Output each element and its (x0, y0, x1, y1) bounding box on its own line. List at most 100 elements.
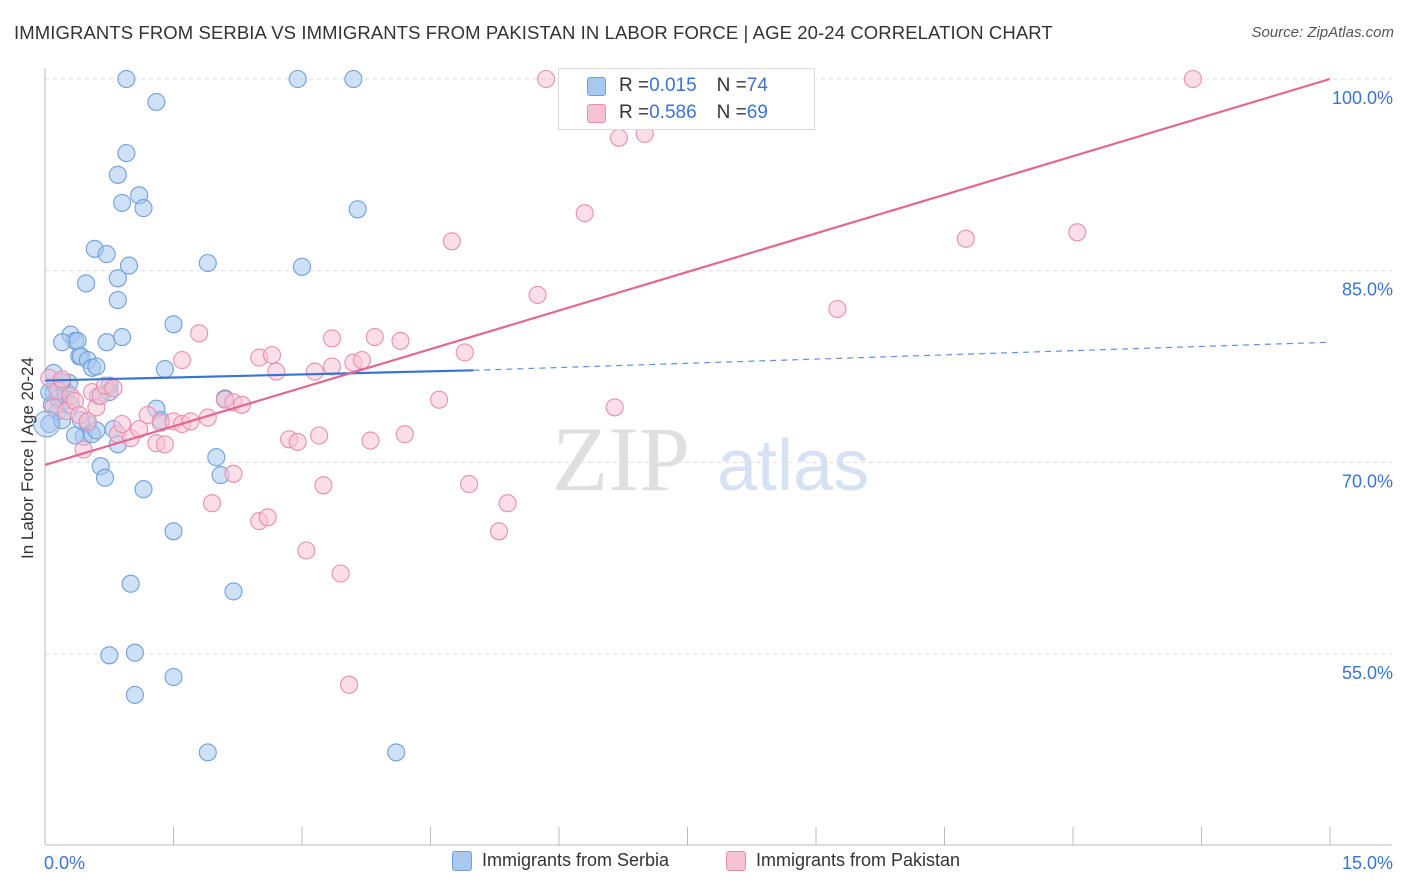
point-serbia (164, 315, 183, 334)
point-pakistan (203, 494, 222, 513)
point-pakistan (258, 508, 277, 527)
point-serbia (224, 582, 243, 601)
point-serbia (198, 253, 217, 273)
point-serbia (113, 193, 132, 212)
point-pakistan (489, 522, 509, 541)
trend-line-pakistan (44, 77, 1331, 466)
point-serbia (147, 92, 166, 112)
axes (44, 68, 1392, 846)
source-credit: Source: ZipAtlas.com (1251, 24, 1394, 41)
point-pakistan (340, 675, 359, 694)
point-serbia (207, 448, 226, 467)
point-serbia (87, 357, 106, 376)
point-serbia (387, 743, 406, 762)
point-serbia (97, 333, 116, 352)
y-tick-label: 85.0% (1342, 280, 1393, 300)
legend-item-pakistan[interactable]: Immigrants from Pakistan (726, 850, 960, 871)
legend-swatch-pakistan (726, 850, 746, 871)
point-serbia-cluster (33, 410, 61, 438)
x-tick-label: 15.0% (1342, 853, 1393, 873)
point-pakistan (288, 432, 307, 451)
y-tick-label: 70.0% (1342, 471, 1393, 491)
point-serbia (125, 685, 144, 704)
point-pakistan (609, 128, 629, 147)
point-pakistan (322, 329, 342, 348)
point-pakistan (113, 414, 132, 434)
legend-swatch-serbia (587, 77, 606, 96)
point-serbia (95, 468, 115, 487)
point-serbia (108, 165, 127, 184)
point-serbia (100, 646, 119, 665)
point-serbia (65, 426, 85, 445)
point-pakistan (173, 351, 192, 370)
n-label: N = (716, 102, 747, 123)
series-legend: Immigrants from Serbia Immigrants from P… (0, 850, 1406, 878)
point-pakistan (262, 345, 282, 365)
point-pakistan (297, 541, 316, 560)
n-value: 74 (746, 75, 768, 96)
gridlines (45, 78, 1392, 655)
point-serbia (68, 331, 87, 350)
r-value: 0.015 (649, 75, 697, 96)
point-serbia (348, 200, 367, 219)
y-tick-label: 55.0% (1342, 663, 1393, 683)
point-serbia (108, 291, 127, 310)
watermark-zip: ZIP (552, 408, 690, 510)
point-pakistan (1068, 223, 1087, 242)
point-serbia (113, 328, 132, 347)
n-label: N = (716, 75, 747, 96)
point-pakistan (322, 357, 342, 376)
point-pakistan (1183, 69, 1202, 89)
point-pakistan (314, 476, 333, 495)
point-pakistan (956, 229, 975, 248)
point-pakistan (528, 285, 547, 304)
point-pakistan (365, 328, 384, 347)
watermark-atlas: atlas (717, 426, 869, 506)
point-pakistan (460, 475, 479, 494)
point-serbia (288, 69, 307, 89)
tick-labels: 100.0% 85.0% 70.0% 55.0% 0.0% 15.0% (44, 88, 1393, 873)
point-pakistan (267, 362, 286, 381)
y-axis-label: In Labor Force | Age 20-24 (18, 357, 37, 559)
point-pakistan (310, 426, 329, 445)
point-serbia (117, 69, 136, 89)
r-label: R = (619, 75, 650, 96)
point-pakistan (305, 362, 324, 381)
point-pakistan (455, 343, 474, 362)
point-pakistan (537, 69, 556, 89)
r-label: R = (619, 102, 650, 123)
correlation-legend: R = 0.015 N = 74 R = 0.586 N = 69 (558, 68, 815, 130)
point-pakistan (828, 299, 847, 319)
point-serbia (119, 256, 139, 275)
watermark: ZIP atlas (552, 408, 869, 510)
point-pakistan (391, 331, 410, 350)
point-serbia (198, 743, 217, 762)
point-serbia (292, 257, 312, 276)
trend-lines (44, 77, 1331, 466)
point-serbia (125, 643, 144, 662)
point-serbia (53, 333, 72, 352)
point-pakistan (224, 464, 243, 483)
point-serbia (97, 245, 116, 264)
point-pakistan (361, 431, 380, 450)
point-serbia (134, 199, 153, 218)
point-serbia (155, 360, 174, 379)
point-pakistan (430, 390, 449, 409)
legend-row-serbia: R = 0.015 N = 74 (619, 73, 768, 99)
point-pakistan (442, 232, 461, 251)
legend-item-serbia[interactable]: Immigrants from Serbia (452, 850, 669, 871)
point-pakistan (395, 425, 414, 444)
point-serbia (134, 480, 153, 499)
trend-extension-serbia (473, 341, 1331, 371)
legend-swatch-serbia (452, 850, 472, 871)
point-pakistan (190, 324, 209, 343)
point-serbia (117, 144, 136, 163)
point-serbia (108, 269, 127, 288)
point-serbia (164, 522, 183, 541)
point-pakistan (155, 435, 174, 454)
x-tick-label: 0.0% (44, 853, 85, 873)
legend-label-serbia: Immigrants from Serbia (482, 850, 670, 870)
point-pakistan (104, 379, 123, 398)
legend-label-pakistan: Immigrants from Pakistan (756, 850, 961, 870)
